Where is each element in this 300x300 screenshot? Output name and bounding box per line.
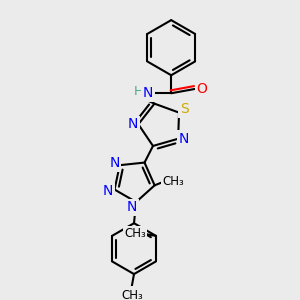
Text: O: O xyxy=(196,82,207,96)
Text: S: S xyxy=(180,102,189,116)
Text: N: N xyxy=(143,86,153,100)
Text: N: N xyxy=(103,184,113,198)
Text: N: N xyxy=(127,200,137,214)
Text: N: N xyxy=(128,117,138,131)
Text: CH₃: CH₃ xyxy=(163,175,184,188)
Text: CH₃: CH₃ xyxy=(121,289,143,300)
Text: N: N xyxy=(178,132,189,146)
Text: N: N xyxy=(109,156,120,170)
Text: CH₃: CH₃ xyxy=(124,227,146,240)
Text: H: H xyxy=(134,85,143,98)
